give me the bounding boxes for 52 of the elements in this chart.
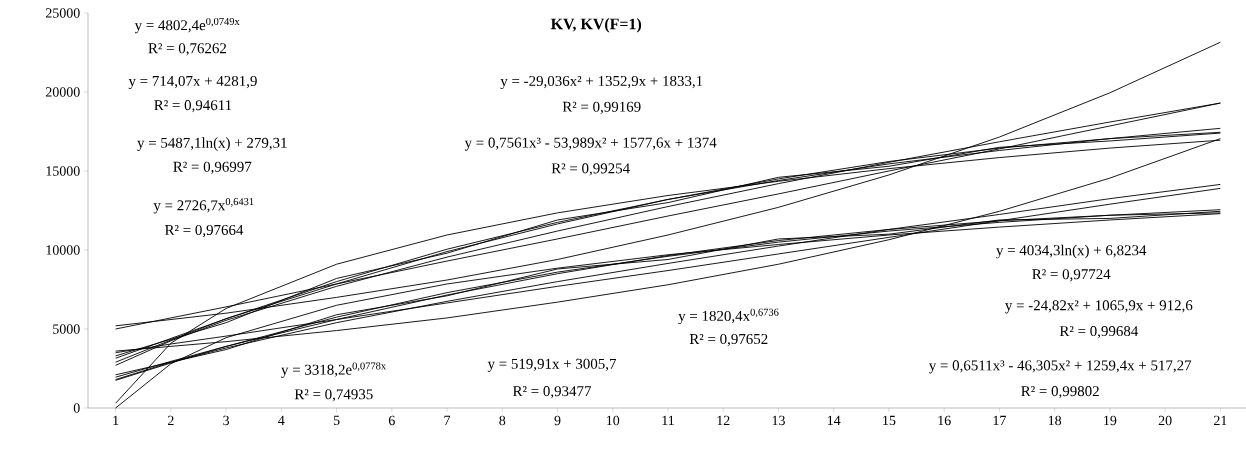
annotation: y = 4034,3ln(x) + 6,8234: [996, 244, 1147, 259]
annotation: y = 0,6511x³ - 46,305x² + 1259,4x + 517,27: [928, 360, 1192, 374]
x-tick-label: 10: [607, 415, 620, 426]
x-tick-label: 20: [1158, 415, 1172, 426]
annotation: y = 2726,7x$^{0,6431}$: [153, 198, 254, 214]
y-tick-label: 15000: [46, 166, 80, 176]
annotation: R² = 0,97724: [1032, 269, 1111, 282]
annotation: R² = 0,94611: [154, 100, 232, 113]
x-tick-label: 2: [167, 415, 174, 426]
annotation: y = 1820,4x$^{0,6736}$: [678, 308, 779, 325]
annotation: R² = 0,76262: [148, 43, 227, 56]
annotation: R² = 0,74935: [294, 389, 373, 402]
x-tick-label: 17: [993, 415, 1007, 425]
x-tick-label: 19: [1104, 415, 1117, 426]
x-tick-label: 13: [772, 415, 785, 426]
y-tick-label: 10000: [46, 245, 80, 255]
annotation: y = 714,07x + 4281,9: [128, 75, 257, 90]
annotation: y = 3318,2e$^{0,0778x}$: [281, 362, 386, 378]
x-tick-label: 8: [499, 415, 506, 426]
x-tick-label: 15: [883, 415, 896, 426]
x-tick-label: 21: [1214, 415, 1227, 426]
y-tick-label: 20000: [45, 87, 80, 97]
annotation: y = 0,7561x³ - 53,989x² + 1577,6x + 1374: [464, 137, 717, 151]
annotation: y = -29,036x² + 1352,9x + 1833,1: [500, 75, 703, 90]
x-tick-label: 9: [554, 415, 561, 426]
annotation: R² = 0,93477: [512, 386, 591, 399]
x-tick-label: 7: [444, 415, 451, 425]
annotation: R² = 0,99802: [1021, 386, 1099, 399]
x-tick-label: 11: [662, 415, 674, 425]
y-tick-label: 0: [73, 403, 80, 413]
x-tick-label: 4: [278, 415, 285, 425]
annotation: R² = 0,96997: [173, 161, 252, 174]
annotation: R² = 0,97664: [164, 224, 244, 238]
annotation: R² = 0,99684: [1059, 326, 1139, 339]
x-tick-label: 12: [717, 415, 730, 426]
x-tick-label: 16: [938, 415, 951, 426]
x-tick-label: 3: [223, 415, 230, 426]
annotation: y = -24,82x² + 1065,9x + 912,6: [1005, 300, 1193, 314]
x-tick-label: 6: [388, 415, 395, 426]
annotation: R² = 0,97652: [689, 333, 768, 347]
y-tick-label: 25000: [45, 8, 80, 18]
annotation: y = 4802,4e$^{0,0749x}$: [134, 17, 240, 34]
annotation: R² = 0,99254: [551, 163, 630, 176]
annotation: y = 5487,1ln(x) + 279,31: [137, 137, 287, 151]
x-tick-label: 18: [1048, 415, 1062, 426]
annotation: R² = 0,99169: [562, 101, 641, 114]
y-tick-label: 5000: [53, 324, 80, 334]
chart-title: KV, KV(F=1): [550, 18, 642, 33]
x-tick-label: 14: [827, 415, 841, 425]
x-tick-label: 1: [113, 415, 119, 425]
annotation: y = 519,91x + 3005,7: [487, 358, 617, 372]
x-tick-label: 5: [333, 415, 340, 426]
